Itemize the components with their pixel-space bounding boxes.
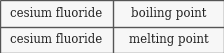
Bar [0, 0, 113, 26]
Bar [0, 26, 113, 53]
Text: boiling point: boiling point [131, 7, 206, 20]
Text: melting point: melting point [129, 33, 208, 46]
Text: cesium fluoride: cesium fluoride [11, 7, 103, 20]
Bar [113, 26, 224, 53]
Text: cesium fluoride: cesium fluoride [11, 33, 103, 46]
Bar [113, 0, 224, 26]
